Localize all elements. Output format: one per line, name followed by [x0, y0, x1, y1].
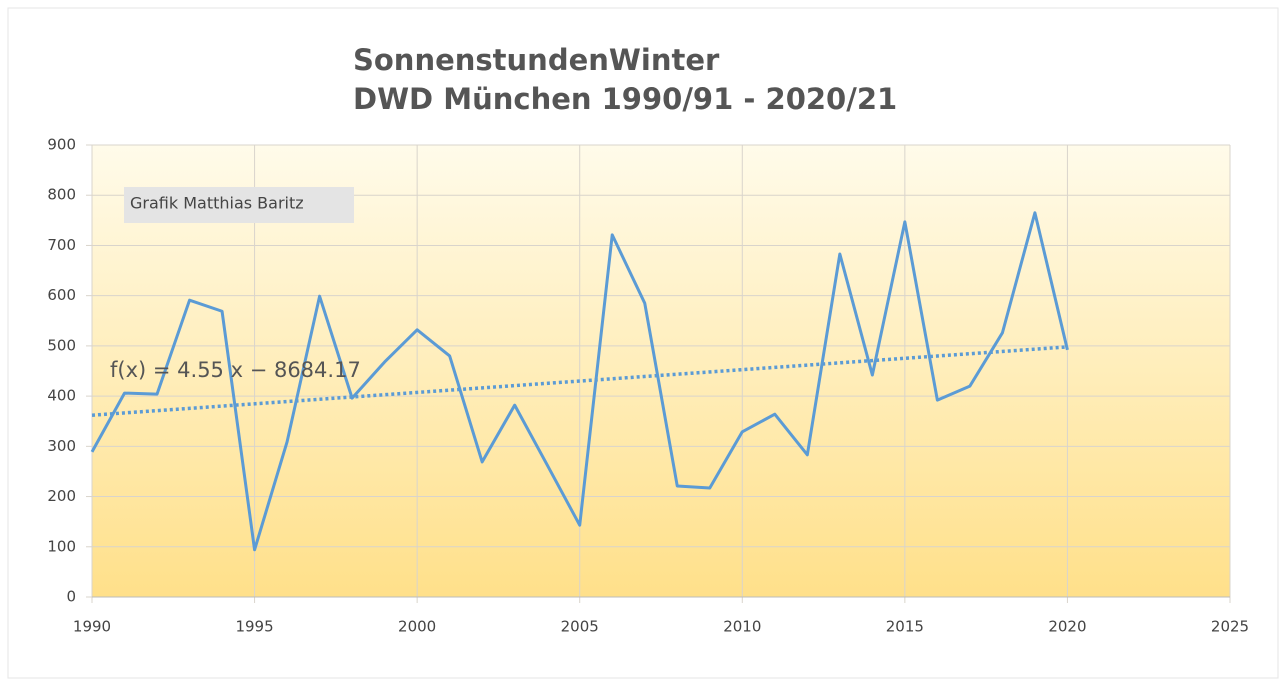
- y-tick-label: 400: [47, 387, 76, 405]
- y-tick-label: 200: [47, 487, 76, 505]
- x-tick-label: 2020: [1048, 618, 1086, 636]
- y-tick-label: 500: [47, 336, 76, 354]
- y-tick-label: 300: [47, 437, 76, 455]
- y-tick-label: 900: [47, 136, 76, 154]
- frame: [7, 7, 1279, 679]
- y-tick-label: 700: [47, 236, 76, 254]
- annotation-box: [124, 187, 354, 223]
- annotation: Grafik Matthias Baritz: [130, 194, 304, 213]
- x-tick-label: 2005: [561, 618, 599, 636]
- data-line: [90, 211, 1069, 552]
- y-tick-label: 600: [47, 286, 76, 304]
- y-tick-label: 800: [47, 186, 76, 204]
- plot: 0 100 200 300 400 500 600 700 800 900 1990 1995 2000…: [47, 136, 1249, 636]
- chart-title: DWD München 1990/91 - 2020/21: [353, 82, 897, 116]
- x-tick-label: 2025: [1211, 618, 1249, 636]
- x-tick-label: 2010: [723, 618, 761, 636]
- x-tick-label: 2015: [886, 618, 924, 636]
- chart-title: SonnenstundenWinter: [353, 43, 720, 77]
- x-tick-label: 2000: [398, 618, 436, 636]
- y-tick-label: 0: [66, 588, 76, 606]
- trend-line: [91, 345, 1068, 417]
- x-tick-label: 1995: [235, 618, 273, 636]
- trend-equation: f(x) = 4.55 x − 8684.17: [110, 358, 361, 382]
- y-tick-label: 100: [47, 537, 76, 555]
- x-tick-label: 1990: [73, 618, 111, 636]
